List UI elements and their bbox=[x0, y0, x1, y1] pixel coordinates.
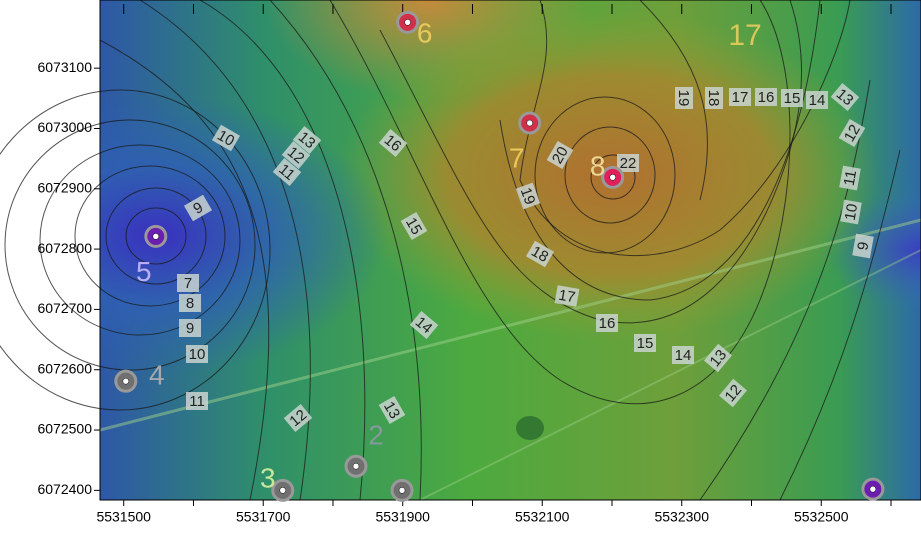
y-tick-label: 6072700 bbox=[37, 300, 92, 316]
map: 5531500 5531700 5531900 5532100 5532300 55325… bbox=[0, 0, 921, 530]
well-point-center bbox=[353, 463, 359, 469]
y-tick-label: 6072800 bbox=[37, 240, 92, 256]
y-tick-label: 6072400 bbox=[37, 481, 92, 497]
well-point-center bbox=[399, 487, 405, 493]
contour-label-text: 22 bbox=[620, 155, 637, 172]
contour-label: 8 bbox=[179, 294, 201, 312]
well-label: 8 bbox=[590, 151, 606, 182]
contour-label-text: 11 bbox=[189, 393, 205, 410]
x-tick-label: 5532100 bbox=[515, 509, 570, 525]
well-point-center bbox=[527, 120, 533, 126]
contour-label: 15 bbox=[634, 334, 656, 352]
contour-label-text: 8 bbox=[186, 295, 194, 312]
contour-label-text: 10 bbox=[189, 346, 206, 363]
contour-label: 10 bbox=[840, 200, 862, 225]
contour-label-text: 7 bbox=[184, 275, 192, 292]
x-tick-label: 5532500 bbox=[794, 509, 849, 525]
y-tick-label: 6072600 bbox=[37, 360, 92, 376]
contour-label: 11 bbox=[839, 166, 861, 191]
contour-label: 10 bbox=[186, 345, 208, 363]
contour-label-text: 14 bbox=[675, 347, 692, 364]
contour-label-text: 10 bbox=[842, 202, 862, 221]
contour-label: 11 bbox=[186, 392, 208, 410]
y-tick-label: 6073000 bbox=[37, 119, 92, 135]
contour-label-text: 16 bbox=[599, 315, 616, 332]
contour-label: 15 bbox=[781, 89, 803, 107]
well-point-center bbox=[870, 486, 876, 492]
y-tick-label: 6073100 bbox=[37, 59, 92, 75]
x-tick-label: 5531700 bbox=[236, 509, 291, 525]
contour-label-text: 17 bbox=[557, 287, 576, 307]
well-label: 7 bbox=[509, 142, 525, 173]
well-point-center bbox=[123, 378, 129, 384]
contour-label: 9 bbox=[852, 234, 874, 259]
y-tick-label: 6072900 bbox=[37, 179, 92, 195]
contour-label: 17 bbox=[555, 285, 580, 307]
contour-label: 19 bbox=[675, 87, 693, 109]
contour-label: 18 bbox=[705, 87, 723, 109]
well-point-center bbox=[610, 174, 616, 180]
contour-label-text: 14 bbox=[809, 92, 826, 109]
well-label: 6 bbox=[417, 18, 433, 49]
well-point-center bbox=[153, 233, 159, 239]
contour-label-text: 9 bbox=[186, 320, 194, 337]
contour-label: 9 bbox=[179, 319, 201, 337]
well-label: 3 bbox=[260, 463, 276, 494]
annotation: 17 bbox=[728, 19, 761, 52]
contour-label: 7 bbox=[177, 274, 199, 292]
well-label: 5 bbox=[136, 256, 152, 287]
well-point-center bbox=[405, 19, 411, 25]
contour-label-text: 16 bbox=[758, 89, 775, 106]
x-tick-label: 5531900 bbox=[375, 509, 430, 525]
x-tick-label: 5532300 bbox=[654, 509, 709, 525]
contour-label-text: 15 bbox=[784, 90, 801, 107]
x-tick-label: 5531500 bbox=[96, 509, 151, 525]
contour-label: 17 bbox=[729, 88, 751, 106]
contour-label-text: 11 bbox=[841, 169, 860, 187]
contour-label: 16 bbox=[596, 314, 618, 332]
contour-label-text: 18 bbox=[705, 90, 722, 107]
contour-label: 14 bbox=[806, 91, 828, 109]
contour-label-text: 15 bbox=[637, 335, 654, 352]
y-tick-label: 6072500 bbox=[37, 421, 92, 437]
contour-label: 16 bbox=[755, 88, 777, 106]
well-label: 2 bbox=[368, 420, 384, 451]
contour-label-text: 17 bbox=[732, 89, 749, 106]
well-label: 4 bbox=[149, 360, 165, 391]
contour-label-text: 19 bbox=[675, 90, 692, 107]
well-point-center bbox=[280, 487, 286, 493]
contour-label: 14 bbox=[672, 346, 694, 364]
